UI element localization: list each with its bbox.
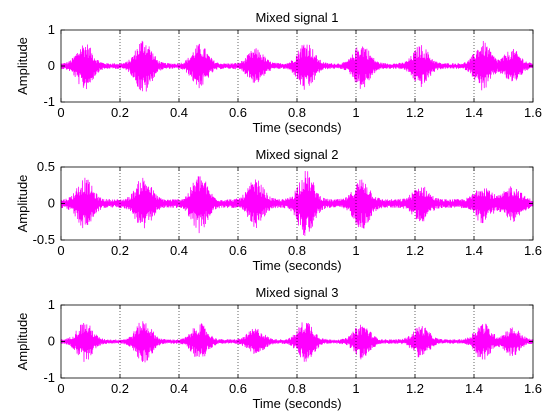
- y-axis-label: Amplitude: [15, 175, 30, 233]
- x-tick-label: 1.4: [465, 381, 483, 396]
- x-tick-label: 0.2: [111, 243, 129, 258]
- signal-line: [60, 321, 534, 363]
- x-tick-label: 0.2: [111, 381, 129, 396]
- x-tick-label: 0.4: [170, 243, 188, 258]
- x-axis-label: Time (seconds): [252, 120, 341, 135]
- x-tick-label: 1: [352, 105, 359, 120]
- x-tick-label: 0.6: [229, 243, 247, 258]
- y-tick-label: 1: [48, 297, 55, 312]
- x-tick-label: 1.6: [524, 243, 542, 258]
- x-tick-label: 0: [57, 243, 64, 258]
- subplot-2: Mixed signal 2 0 0.2 0.4 0.6 0.8 1 1.2 1.4 1.6 -0.…: [15, 147, 542, 273]
- subplot-3: Mixed signal 30 0.2 0.4 0.6 0.8 1 1.2 1.4 1.6-10…: [15, 285, 542, 411]
- x-tick-label: 1.2: [406, 105, 424, 120]
- x-tick-label: 0.8: [288, 243, 306, 258]
- x-tick-label: 0.2: [111, 105, 129, 120]
- y-axis-label: Amplitude: [15, 313, 30, 371]
- x-tick-label: 0: [57, 105, 64, 120]
- x-axis-label: Time (seconds): [252, 396, 341, 411]
- x-tick-label: 0: [57, 381, 64, 396]
- y-tick-label: 0: [48, 58, 55, 73]
- signal-line: [60, 40, 534, 92]
- signal-line: [60, 171, 534, 236]
- subplot-title: Mixed signal 1: [255, 10, 338, 25]
- y-tick-label: -1: [43, 94, 55, 109]
- y-tick-label: 0.5: [37, 159, 55, 174]
- y-tick-label: 0: [48, 334, 55, 349]
- x-tick-label: 1.2: [406, 381, 424, 396]
- x-tick-label: 1.2: [406, 243, 424, 258]
- y-tick-label: 0: [48, 196, 55, 211]
- subplot-1: Mixed signal 10 0.2 0.4 0.6 0.8 1 1.2 1.4 1.6-10…: [15, 10, 542, 135]
- x-tick-label: 0.6: [229, 105, 247, 120]
- x-tick-label: 0.4: [170, 105, 188, 120]
- x-tick-label: 0.8: [288, 381, 306, 396]
- x-tick-label: 0.4: [170, 381, 188, 396]
- x-tick-label: 1: [352, 381, 359, 396]
- subplot-title: Mixed signal 2: [255, 147, 338, 162]
- x-tick-label: 1.6: [524, 105, 542, 120]
- subplot-title: Mixed signal 3: [255, 285, 338, 300]
- x-tick-label: 1.4: [465, 105, 483, 120]
- x-tick-label: 1: [352, 243, 359, 258]
- y-tick-label: -1: [43, 370, 55, 385]
- x-tick-label: 1.6: [524, 381, 542, 396]
- y-axis-label: Amplitude: [15, 37, 30, 95]
- y-tick-label: -0.5: [33, 232, 55, 247]
- y-tick-label: 1: [48, 22, 55, 37]
- x-tick-label: 0.6: [229, 381, 247, 396]
- x-axis-label: Time (seconds): [252, 258, 341, 273]
- x-tick-label: 0.8: [288, 105, 306, 120]
- x-tick-label: 1.4: [465, 243, 483, 258]
